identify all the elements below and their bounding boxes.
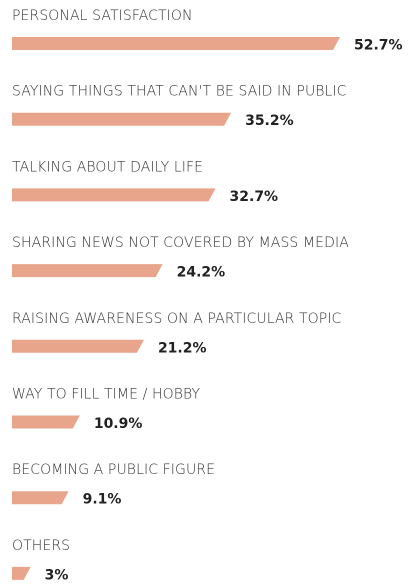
category-label: RAISING AWARENESS ON A PARTICULAR TOPIC bbox=[12, 311, 342, 327]
category-label: WAY TO FILL TIME / HOBBY bbox=[12, 387, 200, 403]
value-label: 24.2% bbox=[177, 265, 226, 281]
value-label: 3% bbox=[45, 567, 69, 583]
bar bbox=[12, 415, 80, 429]
value-label: 52.7% bbox=[354, 38, 403, 54]
category-label: OTHERS bbox=[12, 538, 70, 554]
bar bbox=[12, 566, 31, 580]
bar bbox=[12, 339, 144, 353]
bar bbox=[12, 264, 163, 278]
category-label: SAYING THINGS THAT CAN'T BE SAID IN PUBL… bbox=[12, 84, 347, 100]
value-label: 35.2% bbox=[245, 113, 294, 129]
bar bbox=[12, 188, 216, 202]
category-label: PERSONAL SATISFACTION bbox=[12, 8, 193, 24]
value-label: 32.7% bbox=[230, 189, 279, 205]
category-label: SHARING NEWS NOT COVERED BY MASS MEDIA bbox=[12, 235, 349, 251]
value-label: 10.9% bbox=[94, 416, 143, 432]
value-label: 9.1% bbox=[83, 492, 122, 508]
category-label: TALKING ABOUT DAILY LIFE bbox=[12, 159, 203, 175]
bar bbox=[12, 37, 340, 50]
category-label: BECOMING A PUBLIC FIGURE bbox=[12, 462, 215, 478]
value-label: 21.2% bbox=[158, 340, 207, 356]
bar bbox=[12, 491, 69, 505]
bar bbox=[12, 112, 232, 126]
